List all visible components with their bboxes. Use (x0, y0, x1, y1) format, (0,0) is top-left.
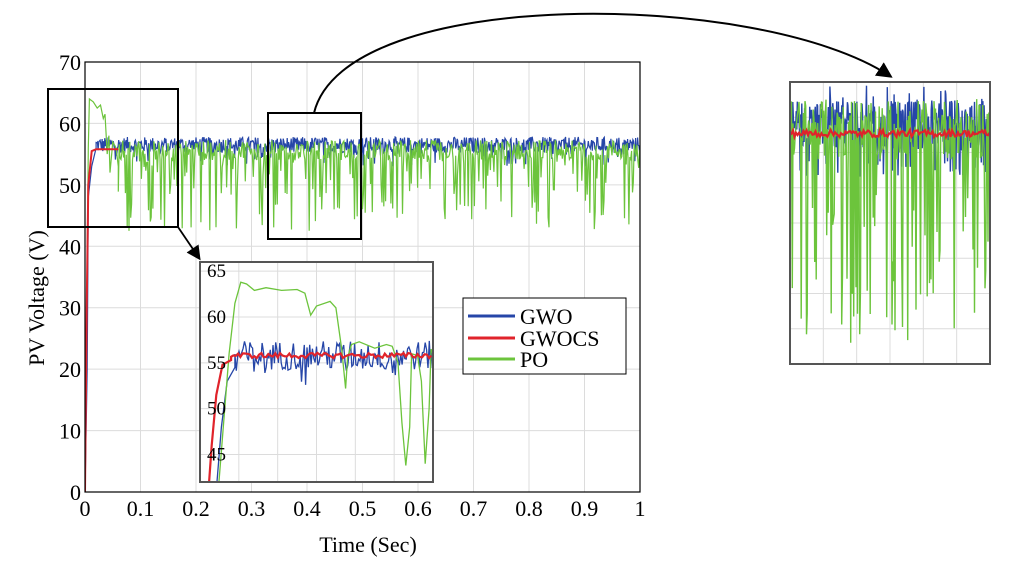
legend-label-po: PO (520, 347, 548, 372)
inset-steady-series (790, 85, 990, 343)
y-tick-label: 40 (59, 234, 81, 259)
inset-startup-y-tick-label: 45 (207, 445, 226, 466)
legend-label-gwocs: GWOCS (520, 326, 599, 351)
main-plot-frame (84, 61, 641, 493)
inset-startup-line-po (218, 281, 433, 482)
x-tick-label: 0.5 (349, 496, 377, 521)
legend-item-gwocs: GWOCS (468, 326, 599, 351)
y-tick-label: 20 (59, 357, 81, 382)
x-tick-label: 0.3 (238, 496, 266, 521)
inset-steady-grid (790, 82, 990, 364)
inset-steady-frame (789, 81, 991, 365)
inset-steady-line-gwocs (790, 126, 990, 141)
inset-startup-y-ticks: 45 50 55 60 65 (207, 261, 226, 465)
legend-item-gwo: GWO (468, 304, 573, 329)
inset-startup-line-gwo (216, 340, 433, 482)
x-tick-label: 0.4 (293, 496, 321, 521)
x-tick-label: 0.7 (460, 496, 488, 521)
y-tick-label: 0 (70, 480, 81, 505)
inset-startup-y-tick-label: 65 (207, 261, 226, 282)
series-line-po (85, 97, 640, 492)
y-tick-label: 60 (59, 111, 81, 136)
legend-label-gwo: GWO (520, 304, 573, 329)
y-tick-label: 70 (59, 50, 81, 75)
x-tick-label: 0 (80, 496, 91, 521)
inset-startup: 45 50 55 60 65 (199, 261, 434, 483)
inset-startup-y-tick-label: 50 (207, 399, 226, 420)
inset-startup-series (207, 281, 433, 482)
x-tick-label: 0.6 (404, 496, 432, 521)
inset-startup-y-tick-label: 60 (207, 307, 226, 328)
inset-startup-line-gwocs (207, 351, 433, 482)
arrow-to-inset-start (177, 226, 201, 261)
series-line-gwocs (85, 148, 119, 492)
y-axis-label: PV Voltage (V) (24, 230, 49, 366)
legend: GWO GWOCS PO (462, 297, 627, 375)
arrow-to-inset-steady (313, 12, 893, 114)
x-tick-label: 0.8 (515, 496, 543, 521)
x-axis-label: Time (Sec) (319, 532, 417, 557)
legend-item-po: PO (468, 347, 548, 372)
legend-box (462, 297, 627, 375)
x-tick-label: 1 (635, 496, 646, 521)
inset-steady (789, 81, 991, 365)
x-tick-label: 0.2 (182, 496, 210, 521)
inset-startup-y-tick-label: 55 (207, 353, 226, 374)
inset-startup-grid (200, 262, 433, 482)
y-tick-label: 30 (59, 296, 81, 321)
main-series (85, 97, 640, 492)
y-tick-label: 50 (59, 173, 81, 198)
main-x-ticks: 0 0.1 0.2 0.3 0.4 0.5 0.6 0.7 0.8 0.9 1 (80, 496, 646, 521)
inset-steady-line-po (790, 99, 990, 343)
zoom-box-start (47, 88, 179, 228)
main-y-ticks: 0 10 20 30 40 50 60 70 (59, 50, 81, 505)
inset-startup-frame (199, 261, 434, 483)
x-tick-label: 0.9 (571, 496, 599, 521)
y-tick-label: 10 (59, 419, 81, 444)
x-tick-label: 0.1 (127, 496, 155, 521)
